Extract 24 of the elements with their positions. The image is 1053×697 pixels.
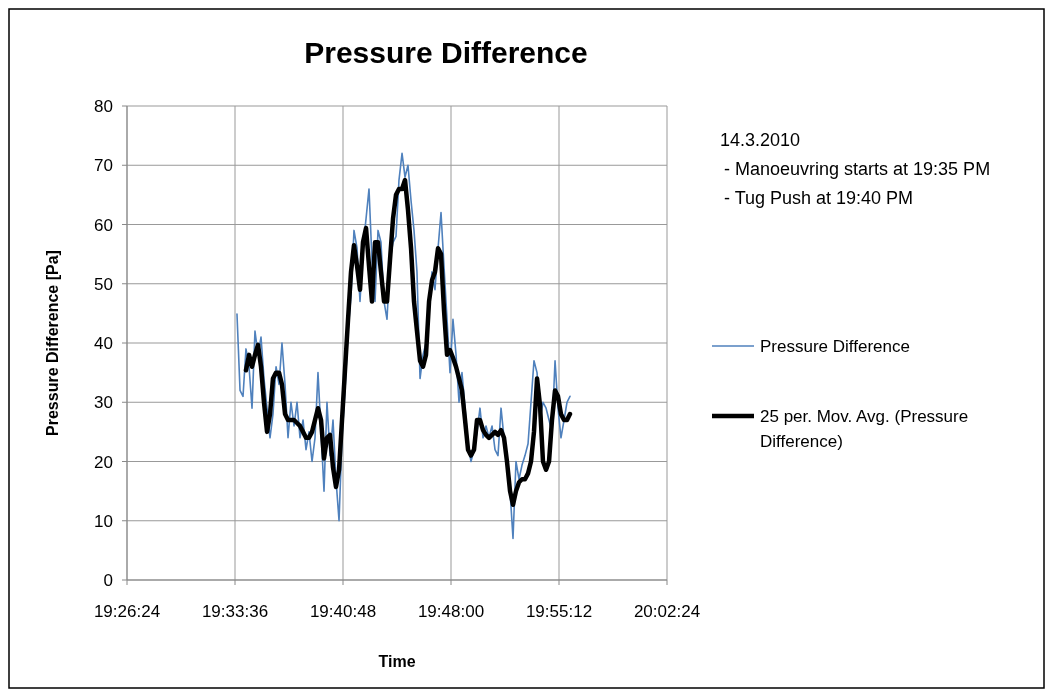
y-tick-label: 0: [103, 571, 113, 590]
y-tick-label: 80: [94, 97, 113, 116]
legend-label: Pressure Difference: [760, 337, 910, 356]
x-axis-title: Time: [378, 653, 416, 670]
x-tick-label: 19:33:36: [201, 602, 269, 621]
line-series: [243, 177, 573, 507]
text: 14.3.2010: [720, 130, 801, 150]
y-tick-label: 20: [94, 452, 113, 472]
y-tick-label: 60: [94, 215, 113, 235]
y-tick-label: 50: [94, 274, 113, 294]
chart-title: Pressure Difference: [304, 36, 588, 69]
x-tick-label: 19:55:12: [525, 602, 593, 621]
y-tick-label: 70: [94, 156, 113, 176]
y-tick-label: 40: [94, 334, 113, 353]
text: - Manoeuvring starts at 19:35 PM: [724, 159, 991, 179]
y-axis-title: Pressure Difference [Pa]: [44, 250, 61, 436]
legend-label: 25 per. Mov. Avg. (Pressure Difference): [760, 407, 969, 451]
text: - Tug Push at 19:40 PM: [724, 188, 914, 208]
x-tick-label: 20:02:24: [633, 602, 701, 621]
x-tick-label: 19:48:00: [417, 602, 485, 621]
y-tick-label: 10: [94, 511, 113, 531]
x-tick-label: 19:26:24: [93, 602, 161, 621]
y-tick-label: 30: [94, 393, 113, 413]
x-tick-label: 19:40:48: [309, 602, 377, 621]
